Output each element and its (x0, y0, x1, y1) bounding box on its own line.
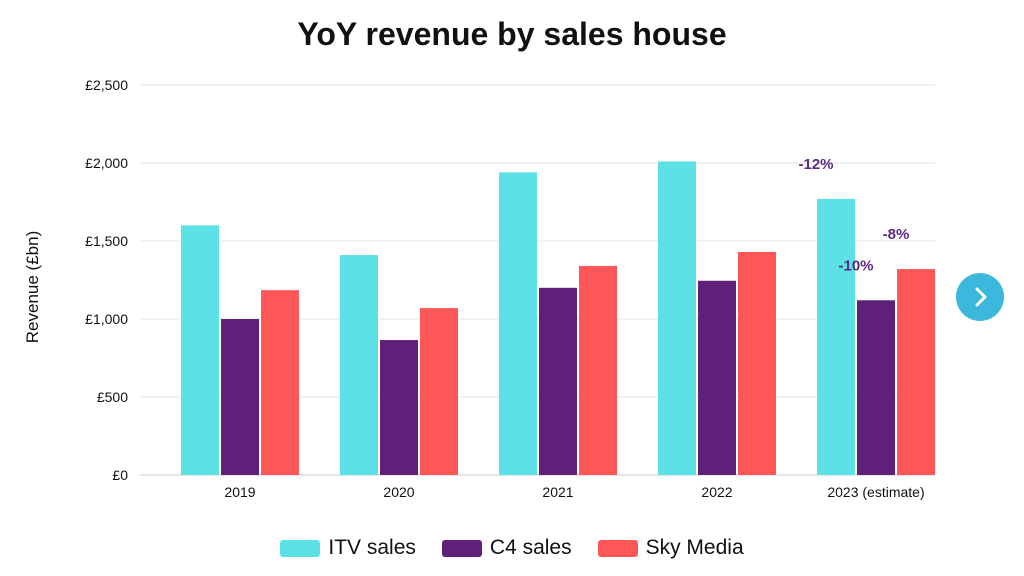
bar-sky-media (738, 251, 776, 475)
bar-itv-sales (658, 161, 696, 475)
bar-itv-sales (499, 172, 537, 476)
change-annotation: -10% (838, 257, 873, 274)
y-tick-label: £500 (97, 389, 128, 405)
y-tick-label: £1,500 (85, 233, 128, 249)
y-axis-ticks: £0 £500 £1,000 £1,500 £2,000 £2,500 (85, 77, 128, 483)
legend-swatch (280, 539, 321, 557)
bar-sky-media (420, 308, 458, 475)
annotations: -12% -10% -8% (798, 156, 909, 274)
next-slide-button[interactable] (956, 273, 1004, 321)
x-tick-label: 2020 (383, 484, 414, 500)
x-axis-ticks: 2019 2020 2021 2022 2023 (estimate) (224, 484, 924, 500)
y-axis-title: Revenue (£bn) (23, 231, 42, 343)
chart-title: YoY revenue by sales house (297, 16, 727, 52)
bars (181, 161, 935, 476)
bar-c4-sales (857, 300, 895, 475)
legend-label: ITV sales (328, 536, 416, 559)
bar-sky-media (261, 290, 299, 475)
y-tick-label: £1,000 (85, 311, 128, 327)
x-tick-label: 2022 (701, 484, 732, 500)
bar-itv-sales (817, 198, 855, 475)
x-tick-label: 2023 (estimate) (827, 484, 924, 500)
bar-c4-sales (698, 280, 736, 475)
bar-sky-media (579, 265, 617, 475)
chevron-right-icon (975, 287, 987, 307)
y-tick-label: £0 (112, 467, 128, 483)
change-annotation: -8% (883, 226, 910, 243)
bar-itv-sales (181, 225, 219, 475)
x-tick-label: 2019 (224, 484, 255, 500)
bar-c4-sales (380, 340, 418, 475)
legend-item: Sky Media (597, 536, 744, 560)
legend-label: C4 sales (489, 536, 572, 559)
legend-swatch (441, 539, 482, 557)
y-tick-label: £2,500 (85, 77, 128, 93)
bar-c4-sales (221, 319, 259, 475)
bar-sky-media (897, 269, 935, 475)
change-annotation: -12% (798, 156, 833, 173)
bar-c4-sales (539, 287, 577, 475)
bar-itv-sales (340, 255, 378, 475)
y-tick-label: £2,000 (85, 155, 128, 171)
legend-item: C4 sales (441, 536, 572, 560)
legend-item: ITV sales (280, 536, 416, 560)
x-tick-label: 2021 (542, 484, 573, 500)
legend-label: Sky Media (645, 536, 744, 559)
gridlines (140, 84, 935, 476)
legend-swatch (597, 539, 638, 557)
legend: ITV sales C4 sales Sky Media (0, 536, 1024, 560)
